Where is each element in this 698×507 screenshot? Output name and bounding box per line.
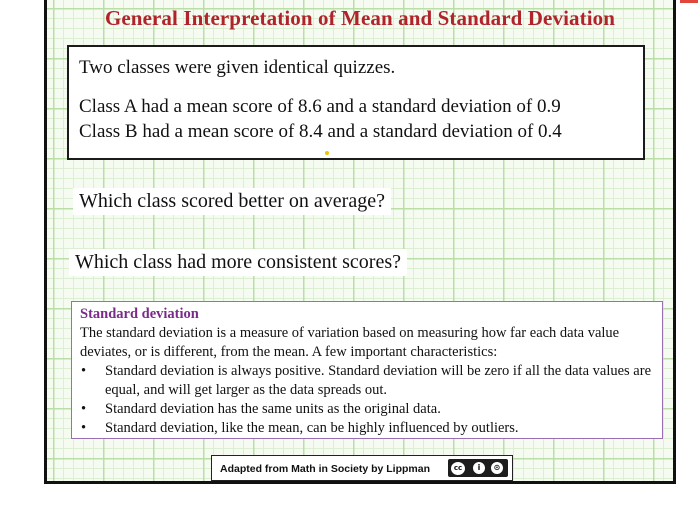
cc-circle-icon: cc	[450, 461, 466, 476]
problem-intro: Two classes were given identical quizzes…	[79, 57, 396, 78]
slide-canvas: General Interpretation of Mean and Stand…	[44, 0, 676, 484]
attribution-box: Adapted from Math in Society by Lippman …	[211, 455, 513, 481]
definition-body: The standard deviation is a measure of v…	[80, 325, 620, 360]
share-alike-icon: ⊙	[490, 461, 504, 475]
slide-title: General Interpretation of Mean and Stand…	[104, 6, 616, 30]
bullet-icon: •	[81, 420, 87, 436]
list-item: • Standard deviation is always positive.…	[80, 362, 654, 400]
window-close-edge	[680, 0, 698, 3]
question-average: Which class scored better on average?	[73, 188, 391, 215]
attribution-person-icon: i	[472, 461, 486, 475]
list-item-text: Standard deviation, like the mean, can b…	[105, 420, 519, 436]
window-edge	[676, 0, 698, 507]
bullet-icon: •	[81, 363, 87, 379]
list-item-text: Standard deviation has the same units as…	[105, 401, 441, 417]
cursor-highlight	[325, 151, 329, 155]
question-consistency: Which class had more consistent scores?	[69, 249, 408, 276]
attribution-text: Adapted from Math in Society by Lippman	[220, 463, 431, 475]
class-b-statement: Class B had a mean score of 8.4 and a st…	[79, 121, 562, 142]
list-item: • Standard deviation, like the mean, can…	[80, 419, 654, 438]
cc-by-sa-icon: cc i ⊙	[448, 459, 508, 477]
class-a-statement: Class A had a mean score of 8.6 and a st…	[79, 96, 561, 117]
definition-heading: Standard deviation	[80, 306, 199, 322]
definition-box: Standard deviation The standard deviatio…	[71, 301, 663, 439]
bullet-icon: •	[81, 401, 87, 417]
mouse-cursor-icon	[323, 143, 333, 157]
problem-box: Two classes were given identical quizzes…	[67, 45, 645, 160]
list-item-text: Standard deviation is always positive. S…	[105, 363, 652, 398]
spacer	[79, 80, 643, 94]
characteristics-list: • Standard deviation is always positive.…	[80, 362, 654, 438]
list-item: • Standard deviation has the same units …	[80, 400, 654, 419]
